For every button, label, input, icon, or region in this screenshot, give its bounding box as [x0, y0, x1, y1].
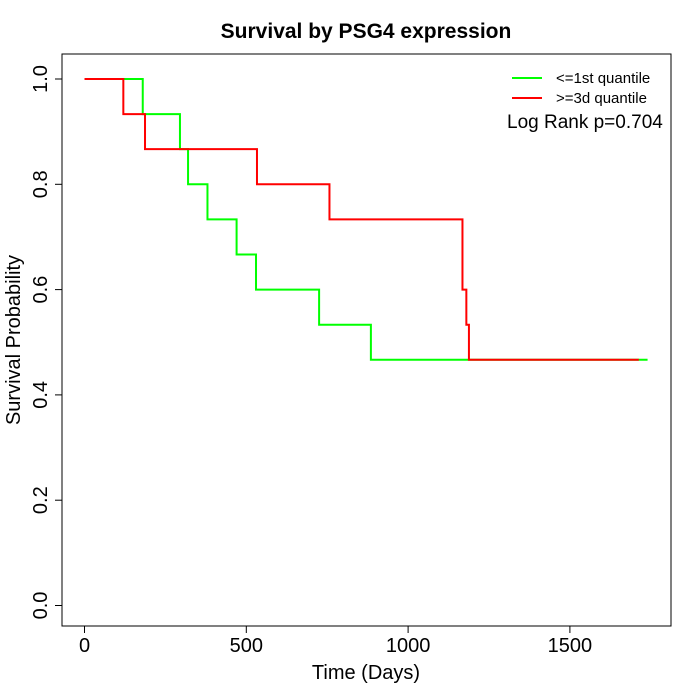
x-tick-label: 1000: [386, 635, 431, 657]
log-rank-annotation: Log Rank p=0.704: [507, 112, 663, 133]
legend-label-low-expression: <=1st quantile: [556, 70, 650, 87]
survival-curve-high-expression: [84, 78, 639, 361]
survival-curves: [84, 78, 648, 361]
y-tick-label: 0.2: [30, 486, 52, 514]
y-tick-label: 0.4: [30, 381, 52, 409]
x-tick-label: 0: [79, 635, 90, 657]
axes: 0 500 1000 1500 0.0 0.2 0.4 0.6 0.8 1.0: [30, 53, 672, 657]
x-axis-title: Time (Days): [312, 662, 420, 684]
legend-label-high-expression: >=3d quantile: [556, 90, 647, 107]
x-tick-label: 500: [230, 635, 263, 657]
chart-title: Survival by PSG4 expression: [221, 20, 512, 43]
survival-curve-low-expression: [84, 78, 648, 361]
legend: <=1st quantile >=3d quantile Log Rank p=…: [507, 70, 663, 133]
y-tick-label: 0.6: [30, 276, 52, 304]
y-tick-label: 1.0: [30, 65, 52, 93]
y-tick-label: 0.8: [30, 170, 52, 198]
y-tick-label: 0.0: [30, 592, 52, 620]
y-axis-title: Survival Probability: [3, 255, 25, 425]
plot-box: [61, 53, 672, 627]
x-tick-label: 1500: [548, 635, 593, 657]
legend-line-samples: [512, 77, 542, 99]
